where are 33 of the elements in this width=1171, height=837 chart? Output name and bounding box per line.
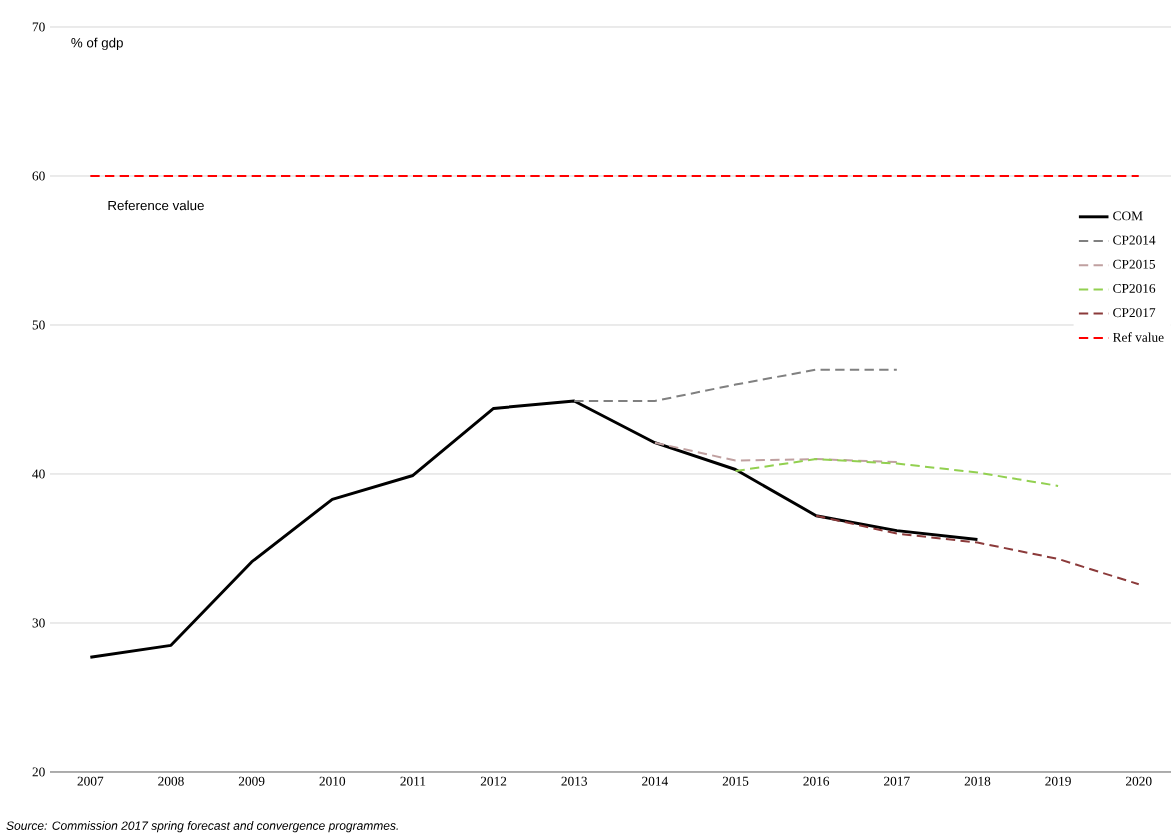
x-tick-label: 2010 <box>319 776 346 786</box>
y-axis-title: % of gdp <box>71 37 123 51</box>
line-series <box>734 458 1060 487</box>
x-tick-label: 2016 <box>803 776 830 786</box>
legend-label: CP2015 <box>1113 259 1156 269</box>
x-tick-label: 2009 <box>238 776 265 786</box>
x-tick-label: 2018 <box>964 776 991 786</box>
y-tick-label: 40 <box>32 469 45 479</box>
legend-label: CP2016 <box>1113 283 1156 293</box>
x-tick-label: 2012 <box>480 776 507 786</box>
x-tick-label: 2013 <box>561 776 588 786</box>
y-tick-label: 70 <box>32 22 45 32</box>
x-tick-label: 2011 <box>400 776 426 786</box>
legend-label: COM <box>1113 211 1143 221</box>
x-tick-label: 2019 <box>1045 776 1071 786</box>
y-tick-label: 30 <box>32 618 45 628</box>
source-note: Source: Commission 2017 spring forecast and convergence programmes. <box>6 821 398 833</box>
y-tick-label: 50 <box>32 320 45 330</box>
x-tick-label: 2020 <box>1126 776 1152 786</box>
x-tick-label: 2015 <box>722 776 749 786</box>
line-series <box>88 399 979 659</box>
x-tick-label: 2014 <box>642 776 668 786</box>
legend-label: CP2017 <box>1113 308 1156 318</box>
legend-label: CP2014 <box>1113 235 1156 245</box>
x-tick-label: 2007 <box>77 776 104 786</box>
line-series <box>815 514 1140 586</box>
annotation: Reference value <box>108 200 204 211</box>
y-tick-label: 60 <box>32 171 45 181</box>
line-series <box>653 441 898 464</box>
legend-label: Ref value <box>1112 332 1164 342</box>
y-tick-label: 20 <box>32 767 45 777</box>
x-tick-label: 2008 <box>158 776 184 786</box>
x-tick-label: 2017 <box>884 776 910 786</box>
